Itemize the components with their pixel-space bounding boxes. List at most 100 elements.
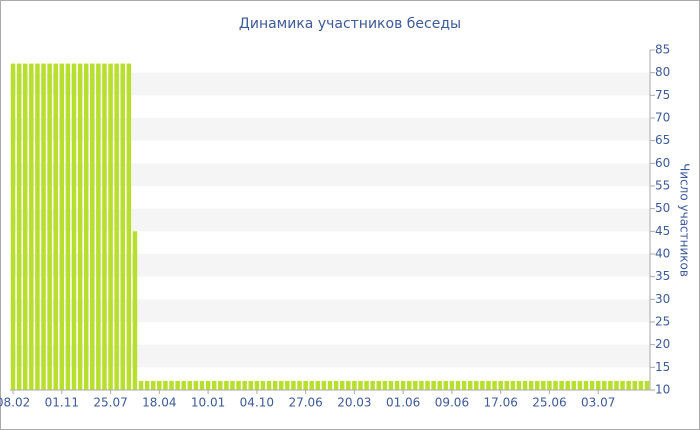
bar [272, 380, 278, 390]
bar [126, 63, 132, 390]
bar [285, 380, 290, 390]
bar [83, 63, 89, 390]
bar [218, 380, 223, 390]
grid-band [10, 72, 650, 96]
bar [577, 380, 583, 390]
bar [571, 380, 577, 390]
grid-band [10, 118, 650, 141]
bar [163, 380, 168, 390]
bar [297, 380, 302, 390]
grid-band [10, 163, 650, 186]
bar [266, 380, 272, 390]
bar [431, 380, 436, 390]
bar [77, 63, 83, 390]
bar [486, 380, 491, 390]
bar [644, 380, 650, 390]
x-tick-label: 01.11 [45, 396, 79, 410]
bar [437, 380, 442, 390]
bar [455, 380, 461, 390]
bar [364, 380, 369, 390]
bar [370, 380, 375, 390]
x-tick-label: 04.10 [240, 396, 274, 410]
x-tick-label: 25.06 [532, 396, 566, 410]
bar [224, 380, 229, 390]
bar [388, 380, 394, 390]
bar [187, 380, 193, 390]
y-tick-label: 20 [655, 337, 670, 351]
bar [547, 380, 552, 390]
bar [339, 380, 345, 390]
bar [138, 380, 144, 390]
bar [516, 380, 522, 390]
grid-band [10, 254, 650, 277]
bar [553, 380, 558, 390]
y-tick-label: 40 [655, 247, 670, 261]
y-tick-label: 65 [655, 133, 670, 147]
y-tick-label: 70 [655, 111, 670, 125]
y-tick-label: 60 [655, 156, 670, 170]
bar [16, 63, 22, 390]
bar [144, 380, 150, 390]
y-tick-label: 15 [655, 360, 670, 374]
bar [626, 380, 631, 390]
bar [242, 380, 247, 390]
bar [102, 63, 107, 390]
y-tick-label: 80 [655, 65, 670, 79]
grid-band [10, 208, 650, 232]
bar [425, 380, 430, 390]
y-tick-label: 55 [655, 179, 670, 193]
bar [71, 63, 77, 390]
bar [480, 380, 485, 390]
bar [467, 380, 473, 390]
bar [193, 380, 199, 390]
bar [108, 63, 113, 390]
bar [559, 380, 564, 390]
bar [413, 380, 418, 390]
y-tick-label: 25 [655, 315, 670, 329]
bar [504, 380, 510, 390]
y-tick-label: 75 [655, 88, 670, 102]
x-tick-label: 08.02 [0, 396, 30, 410]
y-tick-label: 45 [655, 224, 670, 238]
bar [181, 380, 186, 390]
x-tick-label: 20.03 [337, 396, 371, 410]
bar [321, 380, 327, 390]
bar [205, 380, 211, 390]
bar [492, 380, 497, 390]
bar [589, 380, 595, 390]
bar [35, 63, 40, 390]
bar [632, 380, 638, 390]
bar [120, 63, 126, 390]
bar [278, 380, 284, 390]
bar [248, 380, 254, 390]
bar [254, 380, 260, 390]
x-tick-label: 27.06 [288, 396, 322, 410]
bar [498, 380, 503, 390]
grid-band [10, 299, 650, 322]
bar [90, 63, 95, 390]
bar [595, 380, 601, 390]
chart-title: Динамика участников беседы [239, 16, 461, 32]
bar [614, 380, 619, 390]
y-tick-label: 35 [655, 269, 670, 283]
bar [352, 380, 357, 390]
bar [175, 380, 180, 390]
bar [419, 380, 424, 390]
bar [315, 380, 321, 390]
bar [65, 63, 71, 390]
bar [620, 380, 625, 390]
bar [96, 63, 101, 390]
bar [406, 380, 412, 390]
bar [59, 63, 65, 390]
bar [583, 380, 589, 390]
x-tick-label: 25.07 [93, 396, 127, 410]
x-tick-label: 01.06 [386, 396, 420, 410]
bar [376, 380, 382, 390]
bar [394, 380, 400, 390]
bar [150, 380, 156, 390]
bar [114, 63, 119, 390]
y-tick-label: 30 [655, 292, 670, 306]
bar [22, 63, 28, 390]
